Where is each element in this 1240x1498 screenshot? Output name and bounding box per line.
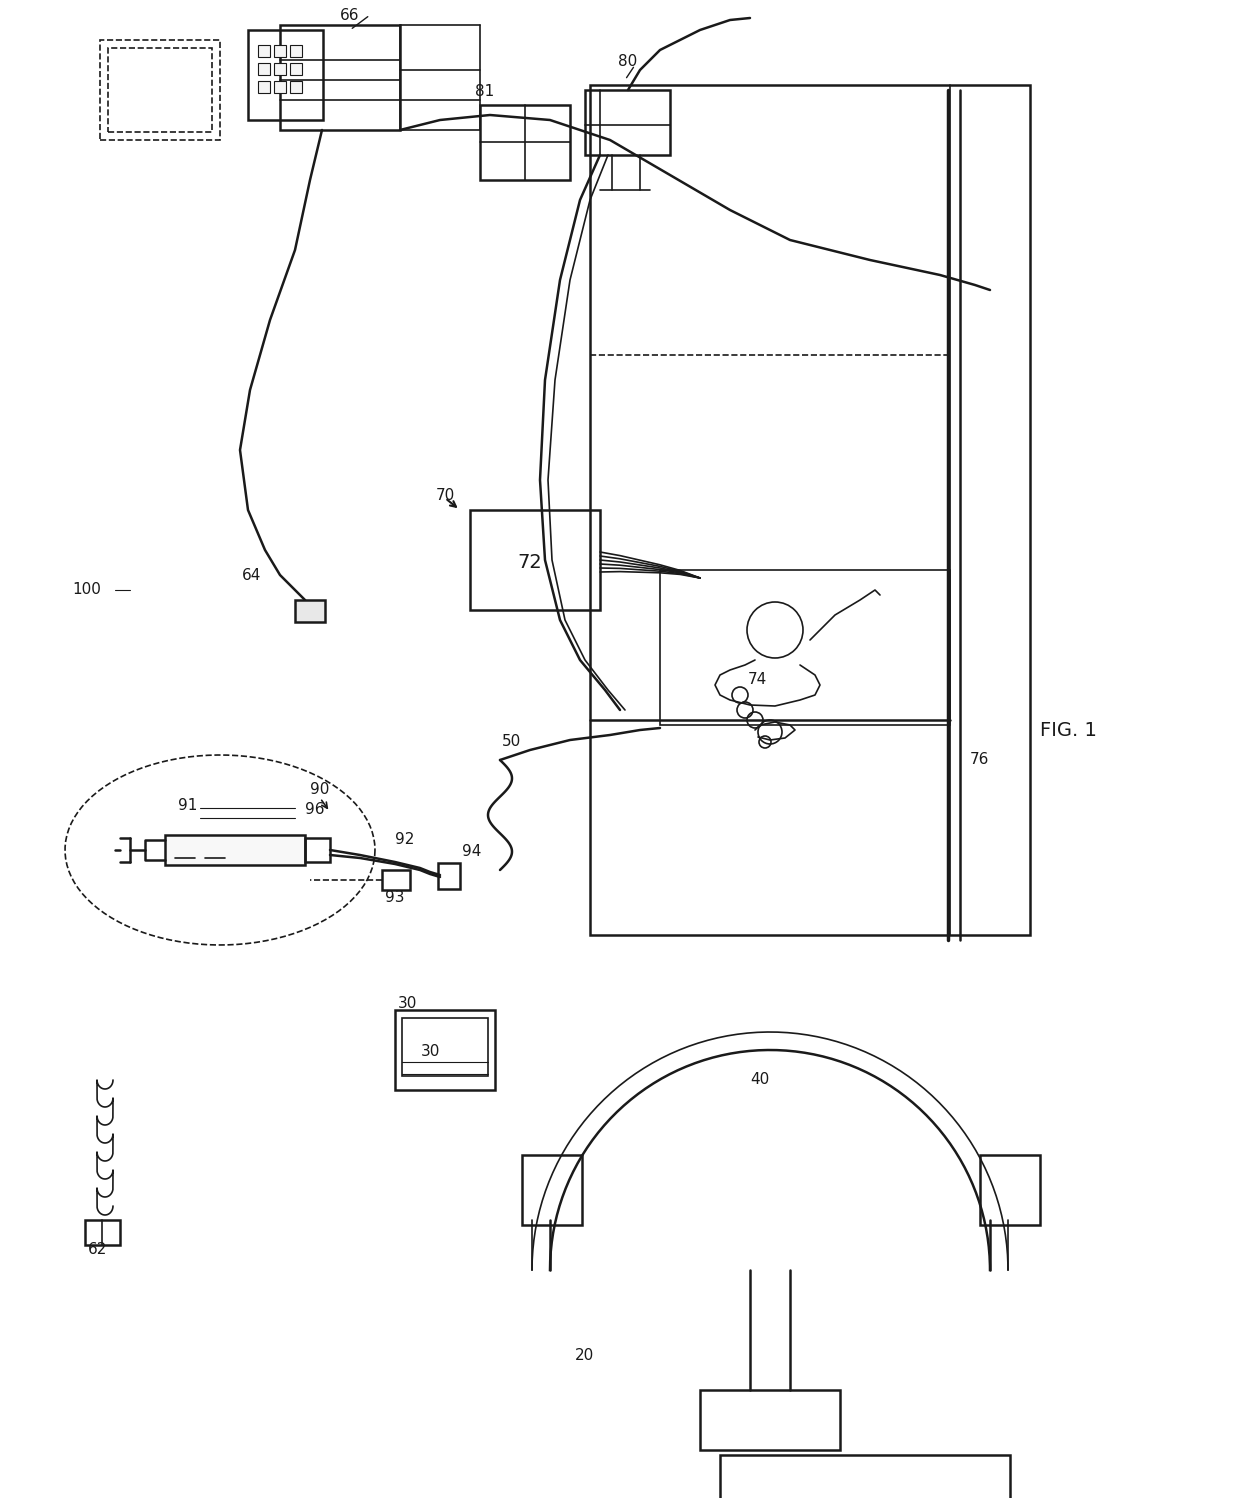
Bar (258, 45, 270, 57)
Text: 40: 40 (750, 1073, 769, 1088)
Bar (248, 30, 322, 120)
Text: 50: 50 (502, 734, 521, 749)
Bar (274, 63, 286, 75)
Text: 74: 74 (748, 673, 768, 688)
Bar (258, 63, 270, 75)
Bar (480, 105, 570, 180)
Bar (701, 1390, 839, 1450)
Bar (305, 837, 330, 861)
Bar (86, 1219, 120, 1245)
Bar (585, 90, 670, 154)
Bar (980, 1155, 1040, 1225)
Bar (438, 863, 460, 888)
Text: FIG. 1: FIG. 1 (1040, 721, 1097, 740)
Text: 20: 20 (575, 1348, 594, 1363)
Text: 93: 93 (384, 890, 404, 905)
Bar (108, 48, 212, 132)
Bar (402, 1019, 489, 1076)
Text: 81: 81 (475, 84, 495, 99)
Bar (720, 1455, 1011, 1498)
Bar (165, 834, 305, 864)
Bar (396, 1010, 495, 1091)
Bar (382, 870, 410, 890)
Text: 94: 94 (463, 845, 481, 860)
Bar (660, 571, 950, 725)
Text: 70: 70 (436, 487, 455, 502)
Text: 30: 30 (398, 996, 418, 1011)
Text: 64: 64 (242, 568, 262, 583)
Text: 90: 90 (310, 782, 330, 797)
Text: 80: 80 (618, 54, 637, 69)
Bar (274, 81, 286, 93)
Text: 91: 91 (179, 798, 197, 813)
Text: 100: 100 (72, 583, 100, 598)
Bar (274, 45, 286, 57)
Bar (100, 40, 219, 139)
Bar (295, 601, 325, 622)
Bar (470, 509, 600, 610)
Text: 96: 96 (305, 803, 325, 818)
Text: 92: 92 (396, 833, 414, 848)
Text: 30: 30 (420, 1044, 440, 1059)
Bar (290, 63, 303, 75)
Text: 72: 72 (517, 553, 542, 572)
Bar (290, 81, 303, 93)
Bar (258, 81, 270, 93)
Bar (522, 1155, 582, 1225)
Text: 76: 76 (970, 752, 990, 767)
Text: 66: 66 (340, 7, 360, 22)
Bar (290, 45, 303, 57)
Text: 62: 62 (88, 1242, 108, 1257)
Bar (590, 85, 1030, 935)
Bar (280, 25, 401, 130)
